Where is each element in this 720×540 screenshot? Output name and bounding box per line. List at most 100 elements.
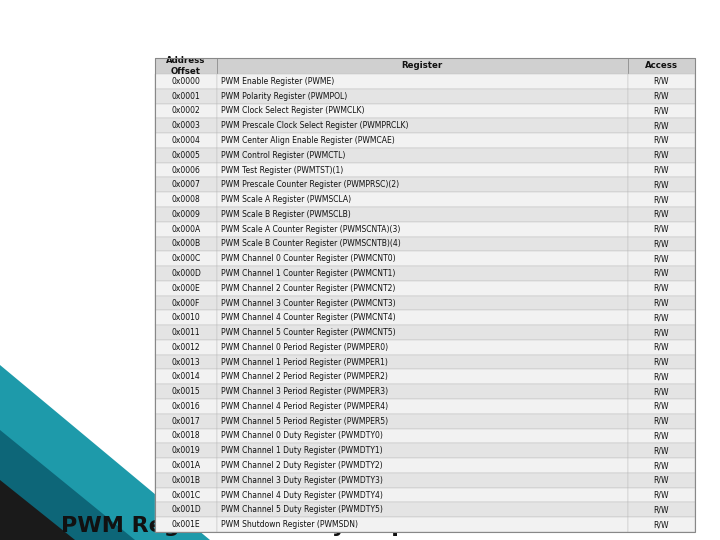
Text: 0x0015: 0x0015: [171, 387, 200, 396]
Bar: [628, 473, 695, 488]
Bar: [628, 399, 695, 414]
Text: 0x0017: 0x0017: [171, 417, 200, 426]
Bar: [628, 340, 695, 355]
Bar: [155, 458, 217, 473]
Bar: [155, 517, 217, 532]
Bar: [628, 281, 695, 295]
Bar: [628, 251, 695, 266]
Bar: [217, 399, 628, 414]
Bar: [155, 384, 217, 399]
Text: PWM Control Register (PWMCTL): PWM Control Register (PWMCTL): [221, 151, 346, 160]
Bar: [155, 266, 217, 281]
Bar: [628, 369, 695, 384]
Text: 0x0006: 0x0006: [171, 166, 200, 174]
Text: PWM Channel 2 Duty Register (PWMDTY2): PWM Channel 2 Duty Register (PWMDTY2): [221, 461, 383, 470]
Bar: [628, 58, 695, 74]
Text: PWM Channel 5 Counter Register (PWMCNT5): PWM Channel 5 Counter Register (PWMCNT5): [221, 328, 396, 337]
Text: R/W: R/W: [654, 417, 669, 426]
Text: 0x000F: 0x000F: [172, 299, 200, 307]
Text: 0x0013: 0x0013: [171, 357, 200, 367]
Text: 0x0002: 0x0002: [171, 106, 200, 116]
Text: PWM Channel 0 Duty Register (PWMDTY0): PWM Channel 0 Duty Register (PWMDTY0): [221, 431, 383, 441]
Text: R/W: R/W: [654, 490, 669, 500]
Bar: [628, 163, 695, 178]
Bar: [217, 104, 628, 118]
Bar: [217, 251, 628, 266]
Text: PWM Prescale Clock Select Register (PWMPRCLK): PWM Prescale Clock Select Register (PWMP…: [221, 121, 409, 130]
Bar: [155, 414, 217, 429]
Bar: [217, 473, 628, 488]
Text: PWM Channel 2 Counter Register (PWMCNT2): PWM Channel 2 Counter Register (PWMCNT2): [221, 284, 395, 293]
Bar: [217, 340, 628, 355]
Bar: [628, 414, 695, 429]
Text: PWM Channel 4 Counter Register (PWMCNT4): PWM Channel 4 Counter Register (PWMCNT4): [221, 313, 396, 322]
Text: R/W: R/W: [654, 254, 669, 263]
Text: R/W: R/W: [654, 476, 669, 485]
Bar: [155, 429, 217, 443]
Text: R/W: R/W: [654, 505, 669, 514]
Bar: [217, 443, 628, 458]
Bar: [628, 295, 695, 310]
Bar: [155, 399, 217, 414]
Bar: [628, 443, 695, 458]
Text: PWM Scale A Counter Register (PWMSCNTA)(3): PWM Scale A Counter Register (PWMSCNTA)(…: [221, 225, 400, 234]
Text: PWM Scale A Register (PWMSCLA): PWM Scale A Register (PWMSCLA): [221, 195, 351, 204]
Text: R/W: R/W: [654, 402, 669, 411]
Bar: [155, 295, 217, 310]
Text: PWM Channel 0 Counter Register (PWMCNT0): PWM Channel 0 Counter Register (PWMCNT0): [221, 254, 396, 263]
Text: R/W: R/W: [654, 77, 669, 86]
Bar: [217, 133, 628, 148]
Text: R/W: R/W: [654, 239, 669, 248]
Text: 0x0019: 0x0019: [171, 446, 200, 455]
Text: 0x0016: 0x0016: [171, 402, 200, 411]
Bar: [217, 458, 628, 473]
Bar: [217, 414, 628, 429]
Bar: [155, 192, 217, 207]
Bar: [217, 295, 628, 310]
Text: PWM Scale B Register (PWMSCLB): PWM Scale B Register (PWMSCLB): [221, 210, 351, 219]
Bar: [155, 133, 217, 148]
Bar: [217, 178, 628, 192]
Text: PWM Channel 3 Period Register (PWMPER3): PWM Channel 3 Period Register (PWMPER3): [221, 387, 388, 396]
Bar: [217, 325, 628, 340]
Bar: [628, 222, 695, 237]
Text: R/W: R/W: [654, 166, 669, 174]
Bar: [628, 148, 695, 163]
Bar: [155, 502, 217, 517]
Bar: [217, 488, 628, 502]
Bar: [155, 443, 217, 458]
Text: R/W: R/W: [654, 210, 669, 219]
Text: R/W: R/W: [654, 195, 669, 204]
Bar: [628, 207, 695, 222]
Bar: [155, 178, 217, 192]
Text: 0x0012: 0x0012: [172, 343, 200, 352]
Bar: [217, 163, 628, 178]
Text: PWM Channel 5 Duty Register (PWMDTY5): PWM Channel 5 Duty Register (PWMDTY5): [221, 505, 383, 514]
Bar: [155, 222, 217, 237]
Bar: [217, 148, 628, 163]
Text: Address
Offset: Address Offset: [166, 56, 206, 76]
Bar: [628, 266, 695, 281]
Text: PWM Channel 1 Duty Register (PWMDTY1): PWM Channel 1 Duty Register (PWMDTY1): [221, 446, 383, 455]
Text: R/W: R/W: [654, 284, 669, 293]
Text: R/W: R/W: [654, 328, 669, 337]
Text: R/W: R/W: [654, 431, 669, 441]
Text: R/W: R/W: [654, 151, 669, 160]
Text: R/W: R/W: [654, 225, 669, 234]
Bar: [217, 502, 628, 517]
Text: 0x001C: 0x001C: [171, 490, 201, 500]
Bar: [628, 74, 695, 89]
Bar: [217, 355, 628, 369]
Bar: [155, 355, 217, 369]
Text: R/W: R/W: [654, 387, 669, 396]
Bar: [628, 133, 695, 148]
Bar: [628, 192, 695, 207]
Text: 0x000E: 0x000E: [171, 284, 200, 293]
Bar: [628, 118, 695, 133]
Text: PWM Register Memory Map: PWM Register Memory Map: [61, 516, 408, 536]
Text: PWM Center Align Enable Register (PWMCAE): PWM Center Align Enable Register (PWMCAE…: [221, 136, 395, 145]
Bar: [628, 325, 695, 340]
Text: R/W: R/W: [654, 313, 669, 322]
Bar: [155, 207, 217, 222]
Text: PWM Channel 4 Duty Register (PWMDTY4): PWM Channel 4 Duty Register (PWMDTY4): [221, 490, 383, 500]
